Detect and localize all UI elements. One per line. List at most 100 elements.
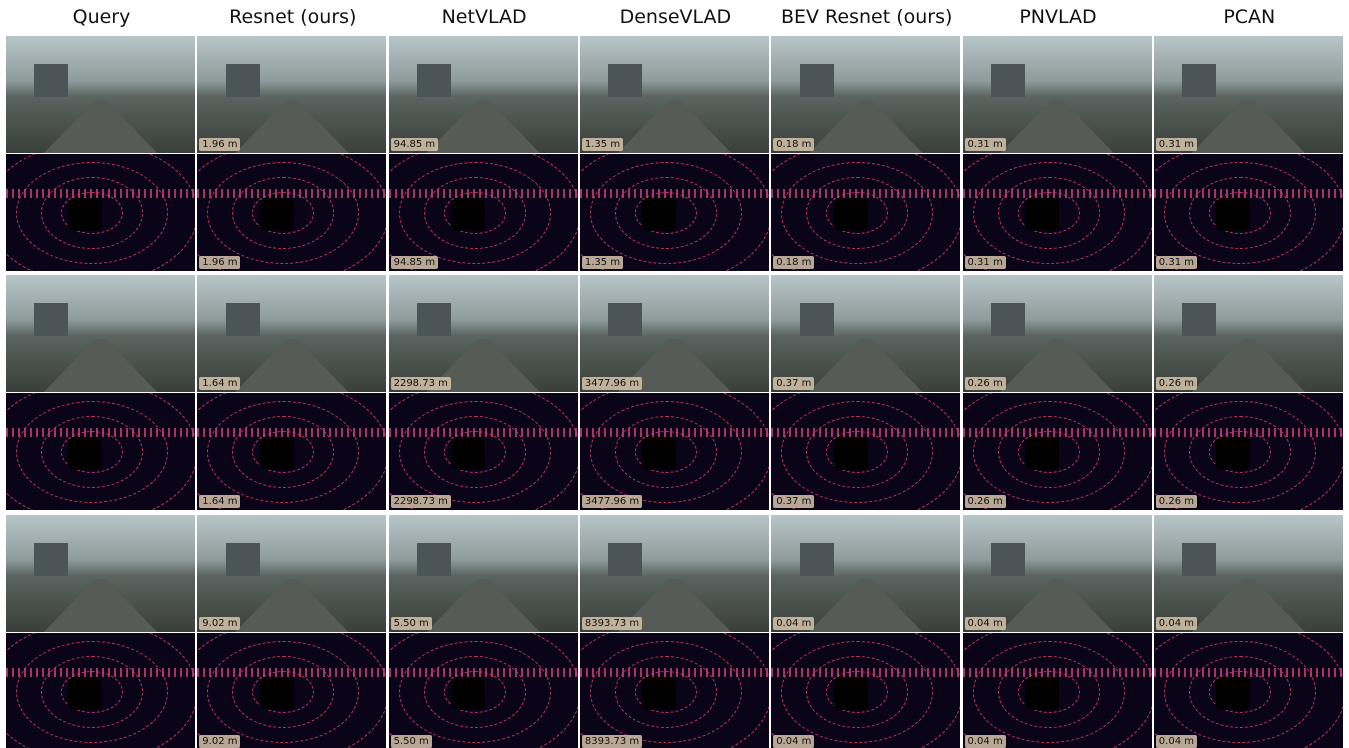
building bbox=[799, 543, 834, 576]
error-label: 0.31 m bbox=[964, 138, 1006, 151]
lidar-bev-image bbox=[6, 154, 195, 271]
lidar-ego bbox=[68, 437, 103, 471]
lidar-bev-image: 0.04 m bbox=[1153, 633, 1343, 748]
road bbox=[235, 339, 349, 392]
road bbox=[43, 579, 158, 632]
road bbox=[235, 579, 349, 632]
lidar-ego bbox=[1024, 437, 1059, 471]
error-label: 2298.73 m bbox=[390, 377, 451, 390]
lidar-ego bbox=[833, 677, 868, 711]
lidar-band bbox=[388, 428, 578, 438]
error-label: 0.26 m bbox=[964, 377, 1006, 390]
lidar-bev-image: 1.96 m bbox=[197, 154, 387, 271]
error-label: 1.64 m bbox=[199, 495, 241, 508]
road bbox=[1191, 100, 1305, 153]
lidar-ego bbox=[642, 677, 677, 711]
lidar-band bbox=[1153, 668, 1343, 678]
road bbox=[426, 579, 540, 632]
lidar-ego bbox=[833, 437, 868, 471]
lidar-bev-image: 2298.73 m bbox=[388, 393, 578, 510]
error-label: 9.02 m bbox=[199, 735, 241, 748]
error-label: 1.96 m bbox=[199, 138, 241, 151]
camera-image: 0.31 m bbox=[962, 36, 1152, 153]
road bbox=[426, 100, 540, 153]
lidar-band bbox=[579, 428, 769, 438]
error-label: 1.35 m bbox=[581, 256, 624, 269]
column-header: DenseVLAD bbox=[619, 6, 732, 28]
error-label: 0.26 m bbox=[1155, 377, 1197, 390]
lidar-band bbox=[771, 668, 961, 678]
camera-image: 5.50 m bbox=[388, 515, 578, 632]
error-label: 0.31 m bbox=[964, 256, 1006, 269]
building bbox=[799, 303, 834, 336]
error-label: 94.85 m bbox=[390, 256, 439, 269]
lidar-ego bbox=[450, 677, 485, 711]
road bbox=[43, 100, 158, 153]
error-label: 0.04 m bbox=[1155, 617, 1197, 630]
error-label: 0.26 m bbox=[964, 495, 1006, 508]
lidar-band bbox=[197, 668, 387, 678]
column-header: Resnet (ours) bbox=[229, 6, 357, 28]
lidar-bev-image bbox=[6, 633, 195, 748]
error-label: 0.04 m bbox=[964, 617, 1006, 630]
building bbox=[608, 64, 643, 97]
lidar-ego bbox=[68, 677, 103, 711]
error-label: 8393.73 m bbox=[581, 735, 643, 748]
lidar-band bbox=[962, 428, 1152, 438]
lidar-band bbox=[962, 668, 1152, 678]
lidar-band bbox=[197, 189, 387, 199]
camera-image: 0.04 m bbox=[962, 515, 1152, 632]
camera-image: 2298.73 m bbox=[388, 275, 578, 392]
lidar-ego bbox=[450, 198, 485, 232]
lidar-ego bbox=[642, 437, 677, 471]
road bbox=[808, 579, 923, 632]
column-header: PCAN bbox=[1223, 6, 1276, 28]
error-label: 1.96 m bbox=[199, 256, 241, 269]
lidar-ego bbox=[1216, 677, 1251, 711]
building bbox=[608, 303, 643, 336]
lidar-band bbox=[579, 189, 769, 199]
camera-image: 1.96 m bbox=[197, 36, 387, 153]
lidar-band bbox=[1153, 428, 1343, 438]
lidar-band bbox=[197, 428, 387, 438]
lidar-bev-image: 0.04 m bbox=[771, 633, 961, 748]
lidar-bev-image: 9.02 m bbox=[197, 633, 387, 748]
camera-image: 0.04 m bbox=[1153, 515, 1343, 632]
lidar-bev-image: 0.31 m bbox=[962, 154, 1152, 271]
column-header: BEV Resnet (ours) bbox=[780, 6, 953, 28]
lidar-bev-image: 0.37 m bbox=[771, 393, 961, 510]
lidar-ego bbox=[259, 198, 294, 232]
error-label: 8393.73 m bbox=[581, 617, 643, 630]
lidar-bev-image: 0.26 m bbox=[1153, 393, 1343, 510]
camera-image: 0.04 m bbox=[771, 515, 961, 632]
error-label: 0.04 m bbox=[773, 617, 815, 630]
lidar-ego bbox=[1024, 198, 1059, 232]
road bbox=[1000, 100, 1114, 153]
road bbox=[235, 100, 349, 153]
error-label: 3477.96 m bbox=[581, 495, 643, 508]
column-header: Query bbox=[72, 6, 131, 28]
road bbox=[617, 100, 732, 153]
error-label: 0.31 m bbox=[1155, 138, 1197, 151]
lidar-bev-image: 1.35 m bbox=[579, 154, 769, 271]
error-label: 0.18 m bbox=[773, 138, 815, 151]
lidar-bev-image: 0.18 m bbox=[771, 154, 961, 271]
building bbox=[608, 543, 643, 576]
lidar-band bbox=[388, 668, 578, 678]
building bbox=[225, 64, 260, 97]
lidar-bev-image bbox=[6, 393, 195, 510]
error-label: 0.37 m bbox=[773, 377, 815, 390]
lidar-band bbox=[962, 189, 1152, 199]
lidar-ego bbox=[259, 437, 294, 471]
building bbox=[990, 64, 1025, 97]
building bbox=[416, 543, 451, 576]
lidar-ego bbox=[833, 198, 868, 232]
lidar-band bbox=[6, 428, 195, 438]
error-label: 94.85 m bbox=[390, 138, 439, 151]
error-label: 0.04 m bbox=[964, 735, 1006, 748]
error-label: 5.50 m bbox=[390, 735, 432, 748]
building bbox=[34, 64, 69, 97]
camera-image: 0.37 m bbox=[771, 275, 961, 392]
error-label: 0.31 m bbox=[1155, 256, 1197, 269]
camera-image bbox=[6, 275, 195, 392]
